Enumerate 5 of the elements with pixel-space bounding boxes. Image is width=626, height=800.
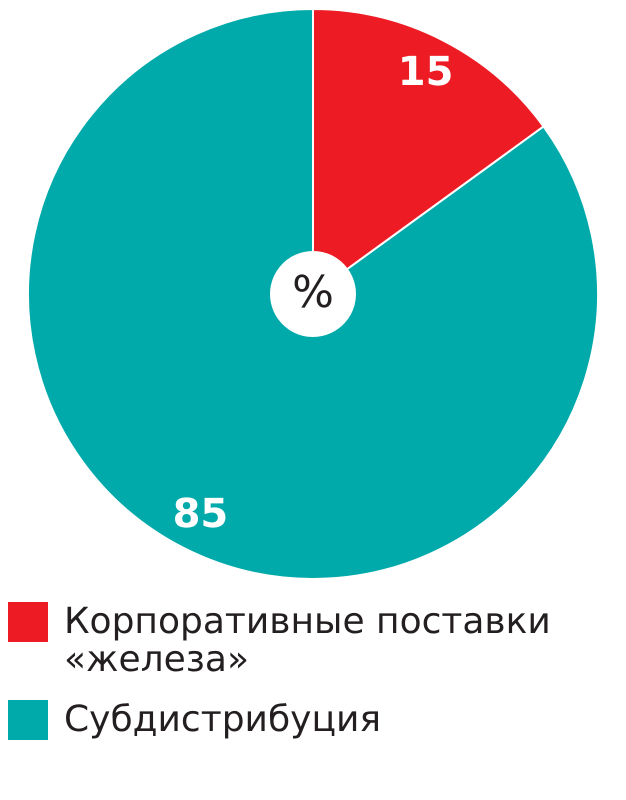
text: % [292,267,334,318]
data-label: 15 [398,49,454,96]
legend-label: Корпоративные поставки «железа» [64,601,551,680]
legend-label: Субдистрибуция [64,699,382,740]
data-label: 85 [172,490,228,537]
